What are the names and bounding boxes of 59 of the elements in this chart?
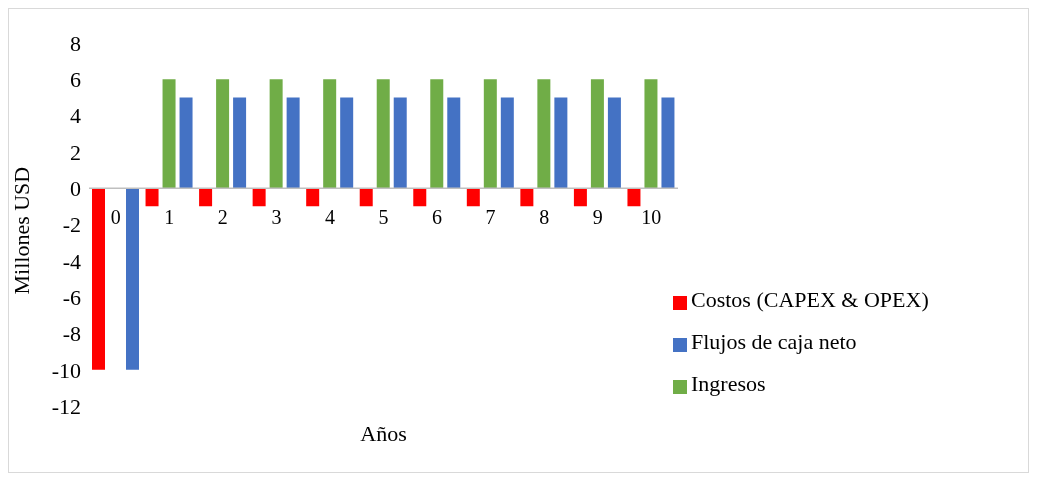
x-tick-label: 3 (271, 206, 282, 229)
x-tick-label: 2 (217, 206, 228, 229)
y-tick-label: -2 (62, 212, 81, 238)
bar (340, 97, 354, 189)
x-tick-label: 6 (432, 206, 443, 229)
bar (216, 79, 230, 189)
bar (537, 79, 551, 189)
x-tick-label: 5 (378, 206, 389, 229)
y-tick-label: 0 (70, 176, 81, 202)
bar (447, 97, 461, 189)
x-tick-label: 9 (592, 206, 603, 229)
bar (233, 97, 247, 189)
bar (145, 188, 159, 207)
y-tick-label: 2 (70, 139, 81, 165)
y-tick-label: -6 (62, 284, 81, 310)
bar (306, 188, 320, 207)
bar (126, 188, 139, 370)
bar (607, 97, 621, 189)
bar (466, 188, 480, 207)
x-tick-label: 0 (110, 206, 121, 229)
bar (269, 79, 283, 189)
bar (430, 79, 444, 189)
bar (376, 79, 390, 189)
bar (627, 188, 641, 207)
bar (393, 97, 407, 189)
legend-label: Ingresos (691, 371, 766, 396)
bar (162, 79, 176, 189)
y-tick-label: -4 (62, 248, 81, 274)
bar (92, 188, 105, 370)
legend-label: Flujos de caja neto (691, 329, 857, 354)
bar (590, 79, 604, 189)
bar (520, 188, 534, 207)
bar (554, 97, 568, 189)
y-tick-label: 8 (70, 30, 81, 56)
y-tick-label: 4 (70, 103, 81, 129)
y-tick-label: -8 (62, 321, 81, 347)
x-tick-label: 7 (485, 206, 496, 229)
bar (323, 79, 337, 189)
y-tick-label: -12 (51, 393, 81, 419)
bar (359, 188, 373, 207)
y-tick-label: -10 (51, 357, 81, 383)
x-axis-title: Años (360, 421, 407, 446)
bar (199, 188, 213, 207)
bar (483, 79, 497, 189)
bar (413, 188, 427, 207)
x-tick-label: 4 (324, 206, 335, 229)
x-tick-label: 10 (641, 206, 662, 229)
bar (179, 97, 193, 189)
y-tick-label: 6 (70, 67, 81, 93)
x-tick-label: 1 (164, 206, 175, 229)
y-axis-title: Millones USD (8, 166, 34, 295)
bar (252, 188, 266, 207)
x-tick-label: 8 (539, 206, 550, 229)
bar (286, 97, 300, 189)
bar (661, 97, 675, 189)
bar (500, 97, 514, 189)
legend-label: Costos (CAPEX & OPEX) (691, 287, 929, 312)
bar (573, 188, 587, 207)
bar (644, 79, 658, 189)
